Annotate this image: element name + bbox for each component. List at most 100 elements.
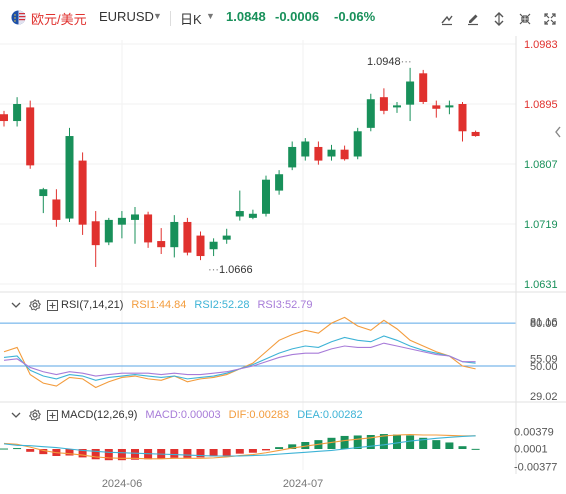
rsi-tick-label: 81.16 (530, 316, 558, 328)
candle-body (222, 235, 231, 240)
collapse-pane-icon[interactable] (11, 300, 21, 310)
macd-tick-label: 0.0001 (514, 444, 548, 456)
macd-histogram-bar (248, 449, 257, 453)
symbol-dropdown-icon[interactable]: ▼ (153, 11, 162, 21)
rsi-tick-label: 50.00 (530, 361, 558, 373)
candle-body (275, 174, 284, 191)
candle (262, 175, 270, 217)
candle-body (340, 149, 349, 160)
candle-body (235, 211, 244, 217)
macd-histogram-bar (288, 444, 297, 449)
macd-histogram-bar (183, 449, 192, 458)
symbol-code[interactable]: EURUSD (99, 9, 154, 24)
settings-gear-icon[interactable] (29, 409, 41, 421)
candle (131, 206, 139, 244)
candle-body (157, 241, 166, 248)
macd-histogram-bar (379, 434, 388, 449)
candle-body (458, 104, 467, 132)
candle (117, 211, 126, 239)
macd-value: MACD:0.00003 (145, 409, 221, 421)
candle (222, 228, 231, 244)
macd-histogram-bar (327, 437, 336, 449)
candle-body (353, 131, 362, 157)
macd-histogram-bar (445, 442, 454, 449)
macd-name[interactable]: MACD(12,26,9) (61, 409, 138, 421)
candle (248, 209, 257, 220)
macd-histogram-bar (196, 449, 205, 458)
macd-histogram-bar (78, 449, 87, 458)
candle-body (65, 136, 74, 219)
macd-histogram-bar (0, 448, 8, 450)
candle (471, 130, 480, 137)
macd-histogram-bar (262, 449, 270, 451)
candle-body (0, 114, 8, 122)
candle-body (393, 105, 401, 108)
macd-histogram-bar (406, 435, 415, 449)
symbol-name[interactable]: 欧元/美元 (31, 12, 87, 27)
indicator-button[interactable] (488, 8, 510, 30)
price-tick-label: 1.0895 (524, 99, 558, 111)
scroll-left-button[interactable] (553, 124, 563, 140)
fullscreen-button[interactable] (539, 8, 561, 30)
add-indicator-icon[interactable] (47, 409, 58, 421)
price-tick-label: 1.0631 (524, 279, 558, 291)
macd-histogram-bar (275, 447, 284, 449)
timeframe-selector[interactable]: 日K (180, 12, 202, 27)
candle-body (144, 214, 153, 243)
candle-body (288, 146, 297, 168)
macd-histogram-bar (235, 449, 244, 454)
candle (0, 110, 8, 127)
chevron-left-icon (555, 126, 561, 138)
macd-histogram-bar (301, 442, 310, 449)
candle (209, 238, 218, 257)
candle (340, 145, 349, 161)
macd-histogram-bar (91, 449, 100, 460)
macd-histogram-bar (104, 449, 113, 461)
rsi-series-line (3, 342, 476, 377)
eu-us-flag-icon (11, 10, 26, 25)
candle-body (104, 219, 113, 243)
candle (144, 211, 153, 248)
candle (458, 101, 467, 142)
macd-histogram-bar (117, 449, 126, 461)
rsi-tick-label: 80.00 (530, 318, 558, 330)
settings-gear-icon[interactable] (29, 299, 41, 311)
rsi-name[interactable]: RSI(7,14,21) (61, 299, 124, 311)
candle (235, 190, 244, 221)
edit-pen-button[interactable] (462, 8, 484, 30)
candle-body (26, 107, 35, 166)
rsi1-value: RSI1:44.84 (131, 299, 187, 311)
candle (419, 69, 428, 104)
collapse-button[interactable] (514, 8, 536, 30)
collapse-pane-icon[interactable] (11, 410, 21, 420)
macd-histogram-bar (170, 449, 179, 458)
candle (13, 97, 22, 127)
candle-body (314, 146, 323, 161)
macd-histogram-bar (65, 449, 74, 456)
candle-body (471, 131, 480, 137)
draw-line-button[interactable] (436, 8, 458, 30)
timeframe-dropdown-icon[interactable]: ▼ (206, 11, 215, 21)
price-change: -0.0006 (275, 9, 320, 24)
candle-body (445, 105, 454, 108)
candle-body (432, 105, 441, 109)
add-indicator-icon[interactable] (47, 299, 58, 311)
candle-body (39, 189, 48, 197)
candle-body (170, 221, 179, 248)
edit-pen-icon (468, 14, 478, 26)
macd-histogram-bar (13, 448, 22, 450)
candle (314, 141, 323, 165)
fullscreen-icon (544, 13, 556, 25)
candle (353, 127, 362, 160)
candle (301, 138, 310, 161)
divider (170, 11, 171, 26)
high-price-label: 1.0948⋯ (367, 56, 412, 68)
candle (157, 228, 166, 254)
candle (170, 215, 179, 258)
candle (26, 100, 35, 169)
candle-body (248, 213, 257, 218)
candle (183, 217, 192, 256)
dif-value: DIF:0.00283 (228, 409, 290, 421)
